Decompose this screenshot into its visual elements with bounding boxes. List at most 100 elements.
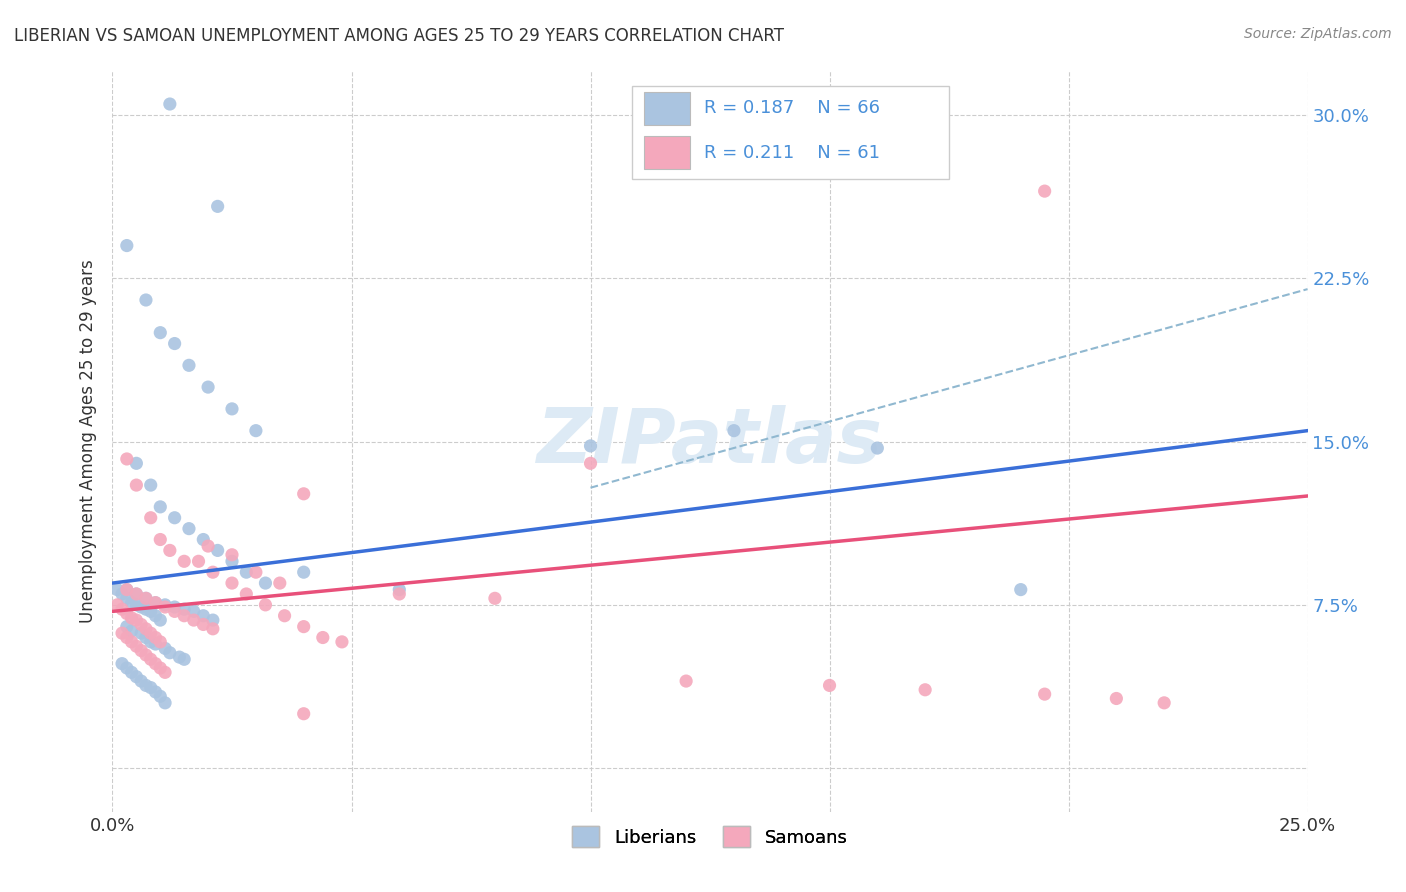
Point	[121, 611, 143, 625]
Bar	[644, 136, 690, 169]
Point	[221, 401, 243, 416]
Text: LIBERIAN VS SAMOAN UNEMPLOYMENT AMONG AGES 25 TO 29 YEARS CORRELATION CHART: LIBERIAN VS SAMOAN UNEMPLOYMENT AMONG AG…	[14, 27, 785, 45]
Point	[207, 543, 229, 558]
Point	[129, 617, 152, 632]
Point	[135, 622, 157, 636]
Point	[675, 674, 697, 689]
Point	[149, 613, 172, 627]
Point	[193, 617, 215, 632]
Point	[1105, 691, 1128, 706]
Point	[153, 600, 176, 615]
Point	[388, 587, 411, 601]
Point	[193, 608, 215, 623]
Point	[125, 478, 148, 492]
Point	[723, 424, 745, 438]
Point	[121, 665, 143, 680]
Point	[177, 522, 200, 536]
Point	[139, 604, 162, 618]
Point	[221, 576, 243, 591]
Point	[149, 533, 172, 547]
Point	[135, 631, 157, 645]
Point	[135, 591, 157, 606]
Legend: Liberians, Samoans: Liberians, Samoans	[565, 819, 855, 855]
Point	[163, 600, 186, 615]
Point	[149, 500, 172, 514]
Point	[129, 674, 152, 689]
Point	[183, 613, 205, 627]
Point	[115, 452, 138, 467]
Point	[193, 533, 215, 547]
Point	[163, 510, 186, 524]
Point	[139, 681, 162, 695]
Point	[235, 587, 257, 601]
Point	[201, 622, 224, 636]
Point	[145, 631, 167, 645]
Point	[145, 596, 167, 610]
Point	[579, 456, 602, 470]
Point	[221, 554, 243, 568]
Point	[115, 661, 138, 675]
Point	[115, 238, 138, 252]
Point	[254, 598, 277, 612]
Point	[330, 635, 353, 649]
Text: ZIPatlas: ZIPatlas	[537, 405, 883, 478]
Point	[159, 543, 181, 558]
Point	[121, 596, 143, 610]
Point	[818, 678, 841, 692]
Point	[125, 598, 148, 612]
Point	[115, 619, 138, 633]
Point	[254, 576, 277, 591]
Point	[292, 565, 315, 579]
Point	[149, 635, 172, 649]
Point	[177, 359, 200, 373]
Point	[173, 602, 195, 616]
Point	[153, 598, 176, 612]
Point	[115, 582, 138, 597]
Point	[121, 624, 143, 638]
Point	[1033, 687, 1056, 701]
Point	[292, 487, 315, 501]
Point	[135, 591, 157, 606]
Point	[159, 97, 181, 112]
Point	[273, 608, 295, 623]
Point	[135, 678, 157, 692]
Point	[292, 619, 315, 633]
Point	[135, 293, 157, 307]
Point	[125, 456, 148, 470]
Point	[149, 661, 172, 675]
Point	[145, 657, 167, 671]
Point	[145, 637, 167, 651]
Point	[269, 576, 291, 591]
Point	[125, 613, 148, 627]
Point	[914, 682, 936, 697]
Point	[153, 696, 176, 710]
Point	[159, 646, 181, 660]
Point	[579, 439, 602, 453]
Point	[111, 602, 134, 616]
Point	[139, 510, 162, 524]
Point	[149, 690, 172, 704]
Point	[221, 548, 243, 562]
Point	[105, 582, 128, 597]
Point	[207, 199, 229, 213]
Point	[484, 591, 506, 606]
Point	[115, 607, 138, 621]
Point	[1033, 184, 1056, 198]
Point	[105, 598, 128, 612]
Point	[125, 670, 148, 684]
Point	[115, 591, 138, 606]
Point	[139, 626, 162, 640]
Point	[129, 600, 152, 615]
Point	[145, 685, 167, 699]
Point	[153, 641, 176, 656]
Point	[201, 565, 224, 579]
Point	[183, 604, 205, 618]
Point	[1010, 582, 1032, 597]
Point	[111, 587, 134, 601]
Point	[173, 652, 195, 666]
Point	[139, 652, 162, 666]
Point	[121, 635, 143, 649]
Point	[135, 648, 157, 662]
FancyBboxPatch shape	[633, 87, 949, 178]
Point	[163, 604, 186, 618]
